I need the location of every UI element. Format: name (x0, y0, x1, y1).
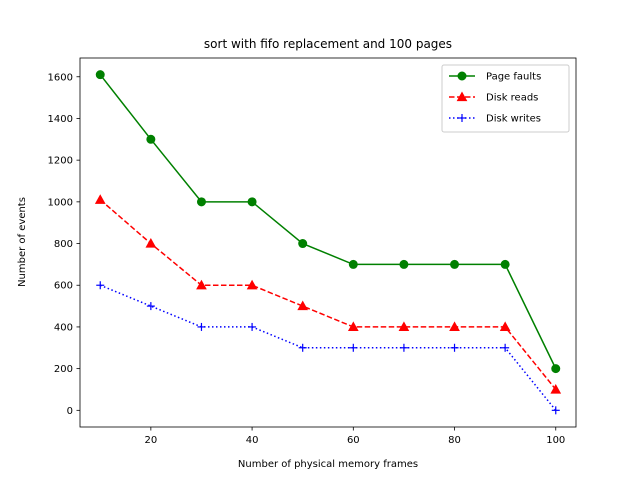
data-point-2-8 (501, 343, 510, 352)
y-tick-label: 400 (54, 322, 73, 333)
y-tick-label: 0 (67, 406, 73, 417)
legend-label-0: Page faults (486, 72, 541, 83)
data-point-0-0 (95, 70, 105, 80)
data-point-0-4 (298, 239, 308, 249)
legend-marker-2 (458, 114, 466, 122)
data-point-1-6 (398, 321, 410, 332)
data-point-0-9 (551, 364, 561, 374)
x-tick-label: 100 (546, 435, 565, 446)
y-tick-label: 1600 (48, 72, 73, 83)
data-point-1-4 (297, 300, 309, 311)
data-point-0-1 (146, 134, 156, 144)
y-tick-label: 600 (54, 281, 73, 292)
data-point-2-2 (197, 322, 206, 331)
y-tick-label: 1200 (48, 156, 73, 167)
data-point-2-7 (450, 343, 459, 352)
x-tick-label: 20 (144, 435, 157, 446)
chart-title: sort with fifo replacement and 100 pages (204, 37, 452, 51)
series-line-2 (99, 284, 557, 411)
x-axis-label: Number of physical memory frames (238, 459, 418, 470)
data-point-0-8 (500, 259, 510, 269)
data-point-1-8 (499, 321, 511, 332)
legend-marker-1 (456, 91, 468, 102)
series-line-0 (99, 74, 557, 369)
data-point-1-0 (94, 194, 106, 204)
y-tick-label: 1000 (48, 197, 73, 208)
x-tick-label: 60 (347, 435, 360, 446)
data-point-1-9 (550, 383, 562, 394)
y-tick-label: 200 (54, 364, 73, 375)
x-tick-label: 40 (246, 435, 259, 446)
data-point-0-7 (450, 259, 460, 269)
data-point-2-6 (399, 343, 408, 352)
legend-box (441, 64, 570, 133)
data-point-1-5 (347, 321, 359, 332)
legend-marker-0 (457, 71, 467, 81)
data-point-2-1 (146, 302, 155, 311)
data-point-1-2 (196, 279, 207, 290)
y-tick-label: 1400 (48, 114, 73, 125)
legend: Page faults Disk reads Disk writes (441, 64, 570, 133)
data-point-1-3 (246, 279, 258, 290)
x-tick-label: 80 (448, 435, 461, 446)
series-line-1 (99, 199, 557, 390)
axes-frame (79, 57, 577, 428)
data-point-1-7 (449, 321, 460, 332)
legend-label-2: Disk writes (486, 114, 541, 125)
data-point-2-0 (96, 281, 105, 290)
data-point-0-3 (247, 197, 257, 207)
data-point-1-1 (145, 238, 157, 248)
legend-label-1: Disk reads (486, 93, 538, 104)
data-point-2-9 (551, 406, 560, 415)
data-point-0-2 (196, 197, 206, 207)
data-point-0-6 (399, 259, 409, 269)
data-point-2-4 (298, 343, 307, 352)
data-point-2-3 (248, 322, 257, 331)
data-point-2-5 (349, 343, 358, 352)
y-axis-label: Number of events (17, 197, 28, 287)
y-tick-label: 800 (54, 239, 73, 250)
data-point-0-5 (348, 259, 358, 269)
